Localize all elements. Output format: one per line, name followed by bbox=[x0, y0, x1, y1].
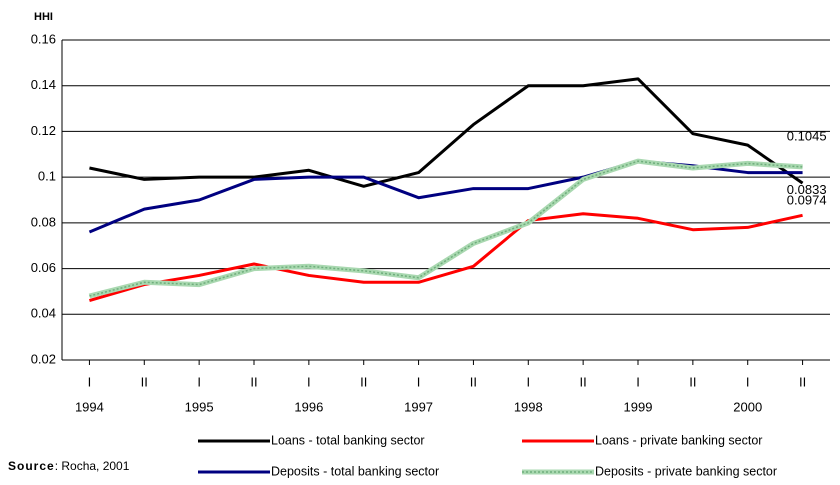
x-tick-label: I bbox=[746, 374, 750, 389]
y-tick-label: 0.08 bbox=[31, 214, 56, 229]
y-tick-label: 0.12 bbox=[31, 123, 56, 138]
y-tick-label: 0.04 bbox=[31, 306, 56, 321]
y-tick-label: 0.02 bbox=[31, 351, 56, 366]
x-tick-label: I bbox=[197, 374, 201, 389]
x-tick-label: II bbox=[470, 374, 477, 389]
legend-label: Deposits - private banking sector bbox=[595, 464, 777, 478]
legend-label: Loans - total banking sector bbox=[271, 433, 425, 447]
source: Source: Rocha, 2001 bbox=[8, 459, 130, 473]
data-label: 0.1045 bbox=[787, 128, 827, 143]
year-label: 1999 bbox=[624, 399, 653, 414]
legend-label: Loans - private banking sector bbox=[595, 433, 762, 447]
series-line bbox=[88, 159, 803, 234]
x-tick-label: II bbox=[689, 374, 696, 389]
x-tick-label: II bbox=[580, 374, 587, 389]
x-tick-label: I bbox=[88, 374, 92, 389]
year-label: 1997 bbox=[404, 399, 433, 414]
x-tick-label: I bbox=[636, 374, 640, 389]
x-tick-label: II bbox=[360, 374, 367, 389]
y-tick-label: 0.14 bbox=[31, 77, 56, 92]
data-label: 0.0974 bbox=[787, 193, 827, 208]
x-tick-label: II bbox=[141, 374, 148, 389]
data-label: 0.0833 bbox=[787, 182, 827, 197]
source-text: : Rocha, 2001 bbox=[55, 459, 130, 473]
y-tick-label: 0.06 bbox=[31, 260, 56, 275]
year-label: 1994 bbox=[75, 399, 104, 414]
year-label: 1998 bbox=[514, 399, 543, 414]
y-tick-label: 0.1 bbox=[38, 169, 56, 184]
series-line bbox=[89, 77, 804, 188]
y-axis-label: HHI bbox=[34, 11, 53, 23]
x-tick-label: I bbox=[307, 374, 311, 389]
x-tick-label: II bbox=[250, 374, 257, 389]
year-label: 2000 bbox=[733, 399, 762, 414]
y-tick-label: 0.16 bbox=[31, 31, 56, 46]
legend-label: Deposits - total banking sector bbox=[271, 464, 439, 478]
x-tick-label: I bbox=[417, 374, 421, 389]
year-label: 1995 bbox=[185, 399, 214, 414]
year-label: 1996 bbox=[294, 399, 323, 414]
series-line-texture bbox=[89, 160, 803, 297]
source-label: Source bbox=[8, 459, 55, 473]
x-tick-label: II bbox=[799, 374, 806, 389]
series-line bbox=[89, 212, 803, 303]
x-tick-label: I bbox=[526, 374, 530, 389]
